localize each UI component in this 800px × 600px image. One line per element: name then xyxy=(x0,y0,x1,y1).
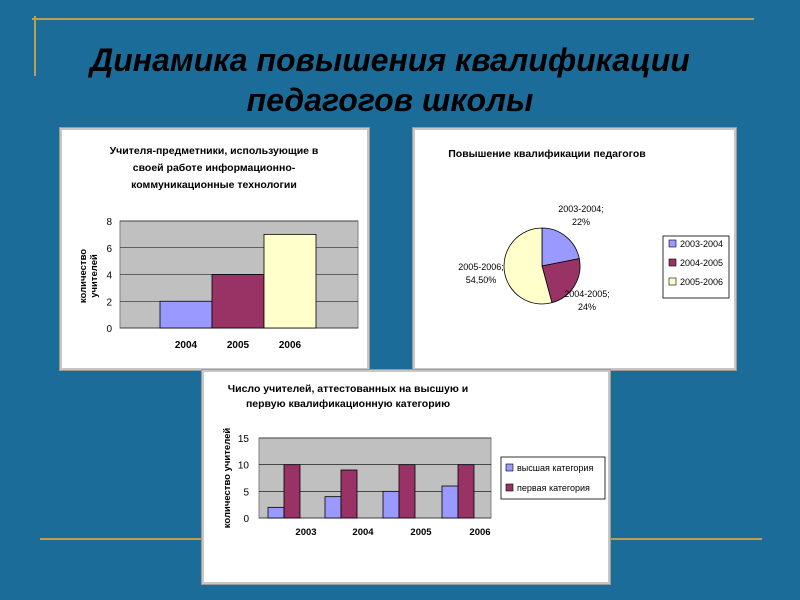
x-tick-label: 2005 xyxy=(227,340,250,351)
legend-swatch xyxy=(668,239,677,248)
chart-title-line: коммуникационные технологии xyxy=(131,179,297,191)
y-tick-label: 10 xyxy=(238,461,250,472)
top-decor-line xyxy=(32,18,754,20)
chart-title-line: Учителя-предметники, использующие в xyxy=(110,145,319,157)
y-axis-label-line: количество xyxy=(78,249,89,303)
legend-swatch xyxy=(668,277,677,286)
y-tick-label: 15 xyxy=(238,434,250,445)
x-tick-label: 2005 xyxy=(410,527,432,538)
legend-label: 2005-2006 xyxy=(680,277,723,287)
bar xyxy=(441,485,459,519)
pie-data-label: 2005-2006; xyxy=(458,262,504,272)
ict-bar-chart: Учителя-предметники, использующие в своей… xyxy=(78,145,359,351)
x-tick-label: 2004 xyxy=(175,340,198,351)
legend-box xyxy=(500,456,606,500)
bar xyxy=(457,464,475,519)
bar xyxy=(398,464,416,519)
y-tick-label: 0 xyxy=(106,324,112,335)
y-tick-label: 0 xyxy=(243,514,249,525)
pie-slice xyxy=(503,227,553,305)
pie-data-label: 22% xyxy=(572,217,590,227)
slide-title: Динамика повышения квалификации педагого… xyxy=(30,40,750,120)
y-axis-label: количествоучителей xyxy=(78,249,100,303)
legend-swatch xyxy=(668,258,677,267)
legend-label: 2004-2005 xyxy=(680,258,723,268)
bar xyxy=(211,274,265,329)
pie-slice xyxy=(541,227,580,267)
categories-chart-panel: Число учителей, аттестованных на высшую … xyxy=(202,370,610,584)
legend-label: 2003-2004 xyxy=(680,239,723,249)
slide-title-line-1: Динамика повышения квалификации xyxy=(90,42,690,78)
y-tick-label: 6 xyxy=(106,244,112,255)
legend-swatch xyxy=(505,463,514,472)
y-tick-label: 2 xyxy=(106,297,112,308)
chart-title-line: своей работе информационно- xyxy=(133,162,296,174)
legend-label: высшая категория xyxy=(517,463,593,473)
x-tick-label: 2006 xyxy=(279,340,302,351)
chart-title-line: первую квалификационную категорию xyxy=(246,398,450,410)
y-axis-label: количество учителей xyxy=(222,428,233,529)
y-tick-label: 8 xyxy=(106,217,112,228)
categories-bar-chart: Число учителей, аттестованных на высшую … xyxy=(222,383,606,538)
x-tick-label: 2003 xyxy=(295,527,316,538)
pie-slice xyxy=(541,258,581,304)
bar xyxy=(263,233,317,329)
pie-data-label: 2003-2004; xyxy=(558,204,604,214)
bar xyxy=(159,300,213,329)
legend-label: первая категория xyxy=(517,483,590,493)
left-decor-line xyxy=(34,16,36,76)
qualification-pie-panel: Повышение квалификации педагогов 2003-200… xyxy=(413,128,736,370)
chart-title: Повышение квалификации педагогов xyxy=(448,148,646,160)
x-tick-label: 2004 xyxy=(352,527,374,538)
ict-chart-panel: Учителя-предметники, использующие в своей… xyxy=(60,128,369,370)
pie-data-label: 2004-2005; xyxy=(564,289,610,299)
qualification-pie-chart: Повышение квалификации педагогов 2003-200… xyxy=(448,148,730,312)
pie-data-label: 54,50% xyxy=(466,275,497,285)
bar xyxy=(267,506,285,519)
y-tick-label: 4 xyxy=(106,271,112,282)
legend-swatch xyxy=(505,483,514,492)
y-tick-label: 5 xyxy=(243,487,249,498)
chart-title-line: Число учителей, аттестованных на высшую … xyxy=(228,383,469,395)
y-axis-label-line: учителей xyxy=(89,254,100,298)
bar xyxy=(382,490,400,519)
bar xyxy=(340,469,358,519)
bar xyxy=(283,464,301,519)
pie-data-label: 24% xyxy=(578,302,596,312)
bar xyxy=(324,496,342,519)
x-tick-label: 2006 xyxy=(469,527,490,538)
slide-title-line-2: педагогов школы xyxy=(246,82,534,118)
